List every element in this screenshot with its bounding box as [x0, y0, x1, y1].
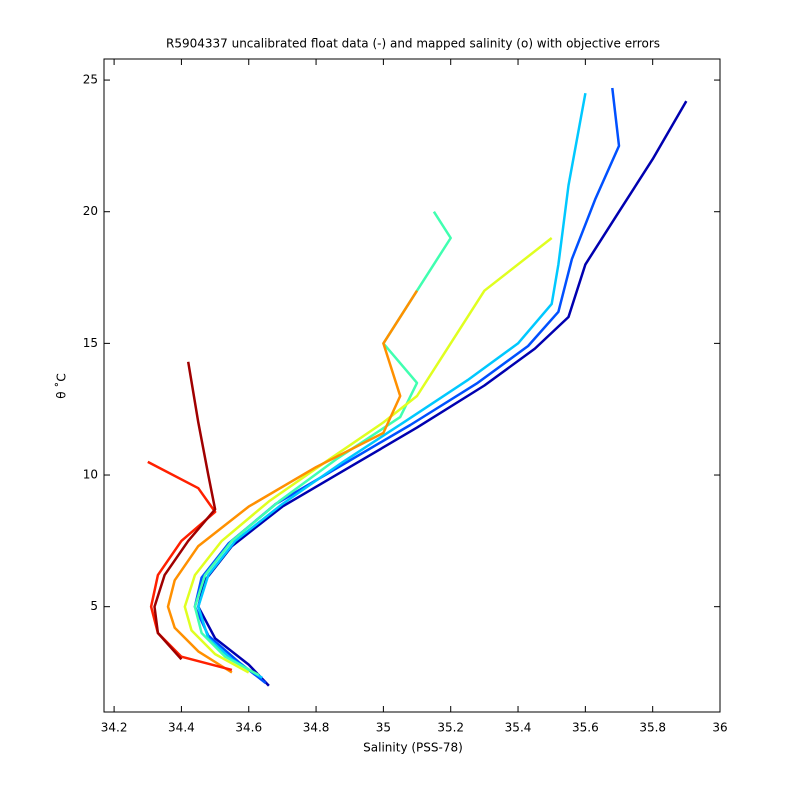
profile-line: [153, 361, 217, 661]
x-tick-label: 35.2: [437, 721, 464, 735]
profile-line: [166, 290, 419, 674]
y-tick-label: 10: [83, 468, 98, 482]
x-tick-label: 35: [376, 721, 391, 735]
y-tick-label: 20: [83, 204, 98, 218]
x-axis-label: Salinity (PSS-78): [363, 741, 463, 755]
x-tick-label: 35.4: [505, 721, 532, 735]
x-tick-label: 36: [712, 721, 727, 735]
chart-title: R5904337 uncalibrated float data (-) and…: [166, 37, 660, 51]
x-tick-label: 34.4: [168, 721, 195, 735]
x-tick-label: 34.8: [303, 721, 330, 735]
y-axis-label: θ ˚C: [54, 373, 69, 399]
profile-line: [197, 92, 587, 679]
y-tick-label: 15: [83, 336, 98, 350]
y-tick-label: 5: [90, 599, 98, 613]
profile-line: [197, 100, 688, 687]
plot-frame: [103, 58, 721, 713]
x-tick-label: 34.6: [235, 721, 262, 735]
y-tick-label: 25: [83, 73, 98, 87]
x-tick-label: 34.2: [101, 721, 128, 735]
profile-line: [183, 237, 553, 674]
x-tick-label: 35.6: [572, 721, 599, 735]
x-tick-label: 35.8: [639, 721, 666, 735]
